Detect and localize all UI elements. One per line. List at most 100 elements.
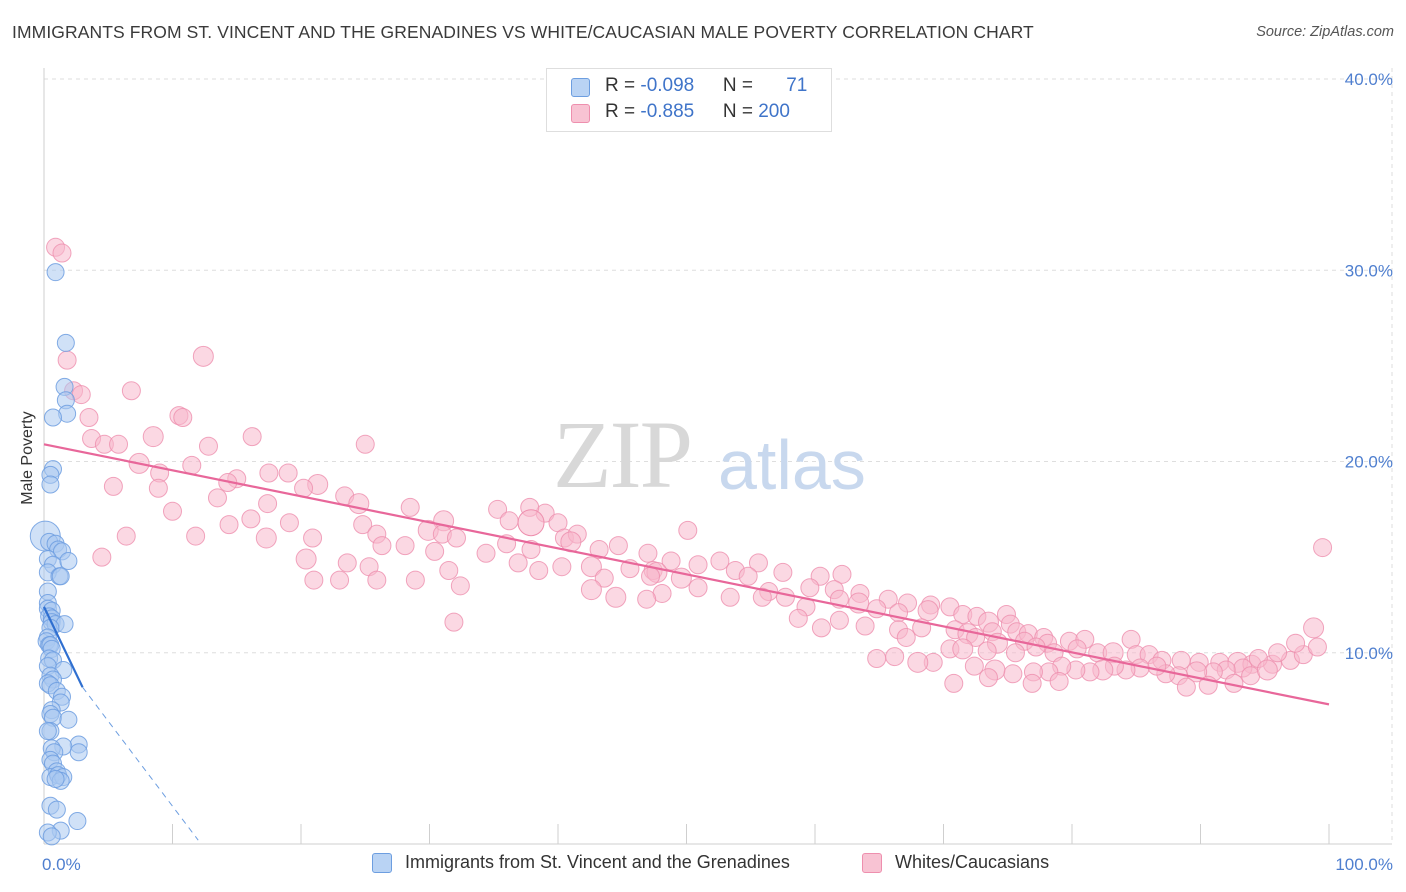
legend-swatch-blue <box>571 78 590 97</box>
bottom-legend-label: Whites/Caucasians <box>895 852 1050 872</box>
point-whites <box>295 548 317 570</box>
point-whites <box>92 547 112 567</box>
point-whites <box>255 527 277 549</box>
point-whites <box>738 566 758 586</box>
point-whites <box>186 526 206 546</box>
point-whites <box>192 345 214 367</box>
trend-line-immigrants-extension <box>82 686 199 841</box>
point-whites <box>800 578 820 598</box>
point-whites <box>182 455 202 475</box>
point-whites <box>367 570 387 590</box>
point-whites <box>400 497 420 517</box>
point-whites <box>446 528 466 548</box>
point-whites <box>258 494 278 514</box>
point-whites <box>641 566 661 586</box>
point-whites <box>748 553 768 573</box>
legend-r-label: R = <box>605 101 641 122</box>
point-whites <box>885 647 905 667</box>
point-immigrants <box>59 551 78 570</box>
point-whites <box>353 515 373 535</box>
point-whites <box>242 427 262 447</box>
point-whites <box>142 426 164 448</box>
legend-n-value: 200 <box>758 101 790 122</box>
legend-r-value: -0.885 <box>640 101 695 122</box>
point-whites <box>1286 633 1306 653</box>
legend-n-label: N = <box>722 75 759 96</box>
x-tick-labels: 0.0% 100.0% <box>42 855 1393 874</box>
y-tick-label: 30.0% <box>1345 261 1393 280</box>
watermark-atlas: atlas <box>718 426 866 504</box>
point-immigrants <box>69 743 88 762</box>
point-whites <box>589 539 609 559</box>
point-whites <box>517 509 545 537</box>
point-whites <box>1049 671 1069 691</box>
point-whites <box>499 511 519 531</box>
x-tick-label: 0.0% <box>42 855 81 874</box>
y-tick-labels: 10.0% 20.0% 30.0% 40.0% <box>1345 70 1393 663</box>
point-whites <box>811 618 831 638</box>
point-whites <box>521 539 541 559</box>
point-whites <box>103 476 123 496</box>
point-whites <box>661 551 681 571</box>
point-immigrants <box>56 333 75 352</box>
point-immigrants <box>46 263 65 282</box>
point-whites <box>508 553 528 573</box>
point-whites <box>57 350 77 370</box>
point-whites <box>832 564 852 584</box>
point-whites <box>580 579 602 601</box>
point-whites <box>488 499 508 519</box>
point-whites <box>605 586 627 608</box>
point-whites <box>116 526 136 546</box>
point-whites <box>241 509 261 529</box>
legend-n-label: N = <box>722 101 759 122</box>
point-whites <box>688 555 708 575</box>
point-whites <box>688 578 708 598</box>
point-whites <box>580 556 602 578</box>
chart-title: IMMIGRANTS FROM ST. VINCENT AND THE GREN… <box>12 22 1034 42</box>
point-whites <box>1003 664 1023 684</box>
point-whites <box>1307 637 1327 657</box>
point-whites <box>775 587 795 607</box>
point-whites <box>372 536 392 556</box>
point-whites <box>1303 617 1325 639</box>
point-whites <box>1313 538 1333 558</box>
point-whites <box>978 668 998 688</box>
series-immigrants-points <box>29 263 88 846</box>
point-whites <box>529 561 549 581</box>
point-whites <box>907 651 929 673</box>
point-whites <box>829 610 849 630</box>
point-whites <box>896 627 916 647</box>
point-whites <box>944 673 964 693</box>
point-whites <box>425 541 445 561</box>
stats-legend: R = -0.098 N = 71 R = -0.885 N = 200 <box>546 68 832 132</box>
point-whites <box>1022 673 1042 693</box>
bottom-legend-swatch-blue <box>372 853 392 873</box>
point-whites <box>337 553 357 573</box>
point-immigrants <box>59 710 78 729</box>
bottom-legend-label: Immigrants from St. Vincent and the Gren… <box>405 852 790 872</box>
point-whites <box>1147 656 1167 676</box>
point-whites <box>855 616 875 636</box>
legend-r-value: -0.098 <box>640 75 695 96</box>
point-whites <box>917 600 939 622</box>
point-whites <box>173 408 193 428</box>
point-immigrants <box>38 722 57 741</box>
trend-lines <box>43 443 1330 841</box>
trend-line-whites <box>43 443 1330 706</box>
point-immigrants <box>46 769 65 788</box>
point-whites <box>348 493 370 515</box>
point-whites <box>450 576 470 596</box>
point-whites <box>304 570 324 590</box>
point-whites <box>594 568 614 588</box>
point-whites <box>1256 659 1278 681</box>
point-whites <box>720 587 740 607</box>
point-whites <box>121 381 141 401</box>
point-whites <box>444 612 464 632</box>
point-immigrants <box>42 827 61 846</box>
point-whites <box>330 570 350 590</box>
trend-line-immigrants <box>43 606 84 688</box>
point-whites <box>198 436 218 456</box>
point-whites <box>52 243 72 263</box>
point-whites <box>1176 677 1196 697</box>
